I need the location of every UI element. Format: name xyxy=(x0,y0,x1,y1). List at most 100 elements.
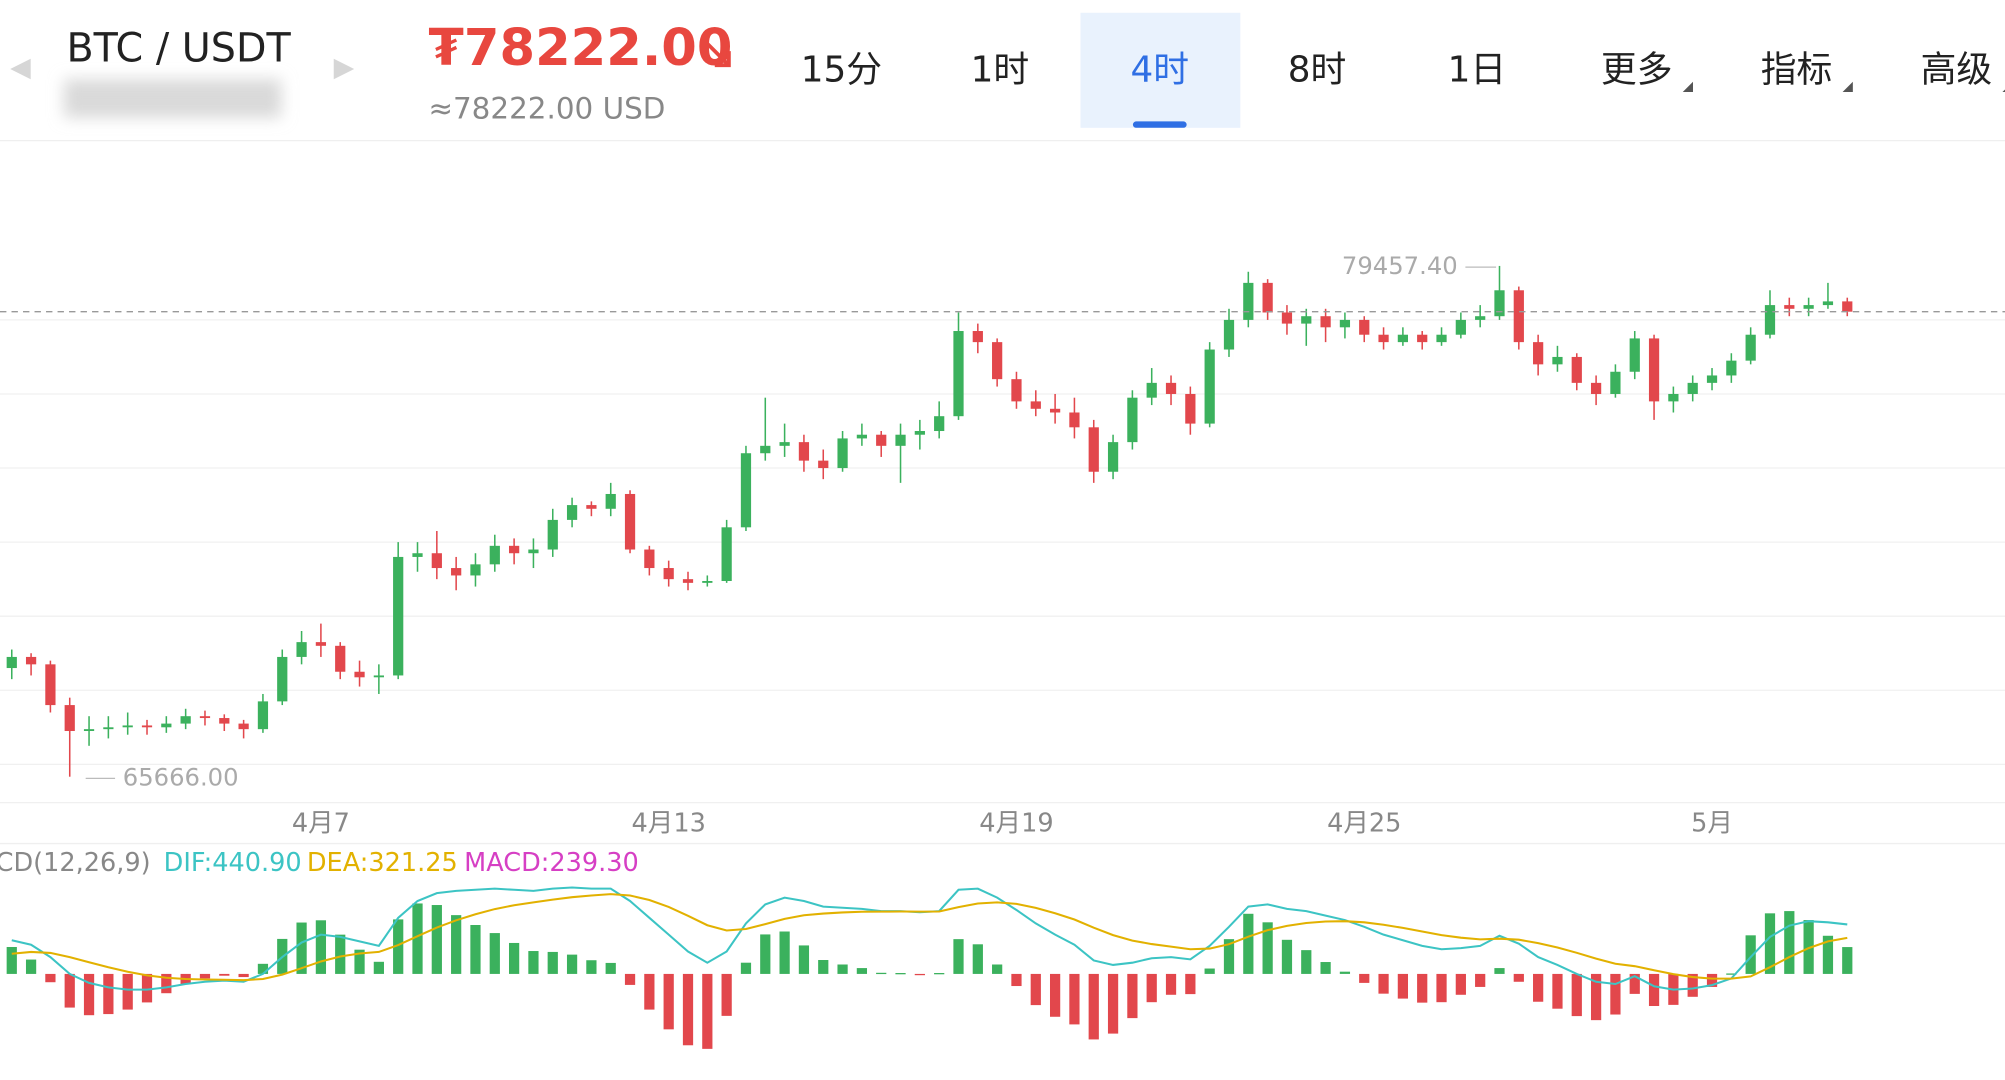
candle-body xyxy=(1378,334,1389,343)
candle-body xyxy=(1320,316,1331,328)
macd-bar xyxy=(25,959,37,974)
interval-tab[interactable]: 高级 xyxy=(1921,50,1993,91)
candle-body xyxy=(1533,342,1544,365)
macd-bar xyxy=(663,973,674,1030)
macd-bar xyxy=(373,961,384,974)
candle-body xyxy=(103,727,114,730)
prev-arrow[interactable] xyxy=(10,58,31,80)
macd-bar xyxy=(1165,973,1177,995)
legend-entry: DEA:321.25 xyxy=(307,848,458,878)
macd-bar xyxy=(451,915,462,974)
macd-bar xyxy=(1069,973,1080,1025)
candle-body xyxy=(1243,282,1254,320)
macd-bar xyxy=(1359,973,1370,983)
macd-bar xyxy=(219,973,230,976)
candle-body xyxy=(83,729,95,732)
candle-body xyxy=(1049,408,1061,413)
interval-tab[interactable]: 1日 xyxy=(1448,50,1507,91)
macd-bar xyxy=(682,973,694,1046)
x-tick-label: 4月19 xyxy=(979,808,1053,838)
macd-bar xyxy=(1533,973,1544,1002)
macd-bar xyxy=(1088,973,1099,1040)
candle-body xyxy=(64,705,75,732)
macd-bar xyxy=(624,973,636,985)
candle-body xyxy=(25,656,37,665)
candle-body xyxy=(1030,401,1041,409)
candle-body xyxy=(180,716,191,724)
candle-body xyxy=(393,556,404,676)
macd-bar xyxy=(470,925,481,974)
next-arrow[interactable] xyxy=(333,58,355,80)
candle-body xyxy=(451,568,462,576)
macd-bar xyxy=(1030,973,1041,1006)
candle-body xyxy=(1397,334,1409,343)
macd-bar xyxy=(1475,973,1486,987)
macd-bar xyxy=(1745,935,1756,974)
candle-body xyxy=(508,545,520,554)
candle-body xyxy=(354,671,365,678)
macd-bar xyxy=(6,946,17,974)
candle-body xyxy=(470,564,481,576)
macd-bar xyxy=(412,903,423,974)
interval-tab[interactable]: 4时 xyxy=(1130,50,1189,91)
candle-body xyxy=(624,493,636,550)
macd-bar xyxy=(779,931,790,974)
candle-body xyxy=(219,718,230,724)
macd-bar xyxy=(1243,913,1254,974)
candle-body xyxy=(1069,412,1080,428)
macd-bar xyxy=(1223,939,1235,974)
last-price: ₮78222.00 xyxy=(428,19,732,78)
candle-body xyxy=(1281,312,1293,324)
macd-bar xyxy=(1107,973,1119,1034)
interval-tab[interactable]: 15分 xyxy=(801,50,882,91)
candle-body xyxy=(1648,338,1660,402)
candle-body xyxy=(1610,371,1621,394)
macd-bar xyxy=(798,945,810,974)
candle-body xyxy=(1745,334,1756,361)
candle-body xyxy=(373,675,384,678)
macd-bar xyxy=(489,933,500,974)
candle-body xyxy=(644,549,655,569)
interval-tab[interactable]: 8时 xyxy=(1288,50,1347,91)
macd-bar xyxy=(1185,973,1196,995)
macd-bar xyxy=(740,962,752,974)
macd-bar xyxy=(431,905,442,974)
down-arrow-icon xyxy=(705,42,731,68)
candle-body xyxy=(277,656,288,702)
candle-body xyxy=(6,656,17,669)
candle-body xyxy=(1590,382,1602,394)
active-tab-bg xyxy=(1080,12,1241,128)
candle-body xyxy=(122,725,133,728)
dropdown-caret xyxy=(2002,89,2005,93)
macd-bar xyxy=(161,973,172,994)
candle-body xyxy=(972,331,983,343)
x-tick-label: 4月7 xyxy=(292,808,350,838)
macd-bar xyxy=(818,960,829,974)
macd-bar xyxy=(1417,973,1428,1003)
macd-bar xyxy=(393,919,404,974)
x-tick-label: 4月13 xyxy=(632,808,706,838)
interval-tab[interactable]: 更多 xyxy=(1601,50,1673,91)
macd-bar xyxy=(122,973,133,1010)
macd-bar xyxy=(1301,950,1312,974)
interval-tab[interactable]: 1时 xyxy=(971,50,1030,91)
macd-bar xyxy=(335,934,346,974)
macd-bar xyxy=(934,973,945,975)
interval-tab[interactable]: 指标 xyxy=(1761,50,1833,91)
macd-bar xyxy=(914,973,925,976)
macd-bar xyxy=(972,944,983,974)
macd-bar xyxy=(1397,973,1409,999)
candle-body xyxy=(1668,393,1679,402)
candle-body xyxy=(315,642,327,646)
macd-bar xyxy=(1378,973,1389,994)
candle-body xyxy=(1494,290,1505,317)
candle-body xyxy=(1764,305,1776,335)
blurred-info xyxy=(63,79,282,118)
candle-body xyxy=(663,568,674,580)
pair-name[interactable]: BTC / USDT xyxy=(66,26,291,72)
candle-body xyxy=(837,438,848,469)
macd-bar xyxy=(721,973,732,1016)
candle-body xyxy=(818,460,829,469)
